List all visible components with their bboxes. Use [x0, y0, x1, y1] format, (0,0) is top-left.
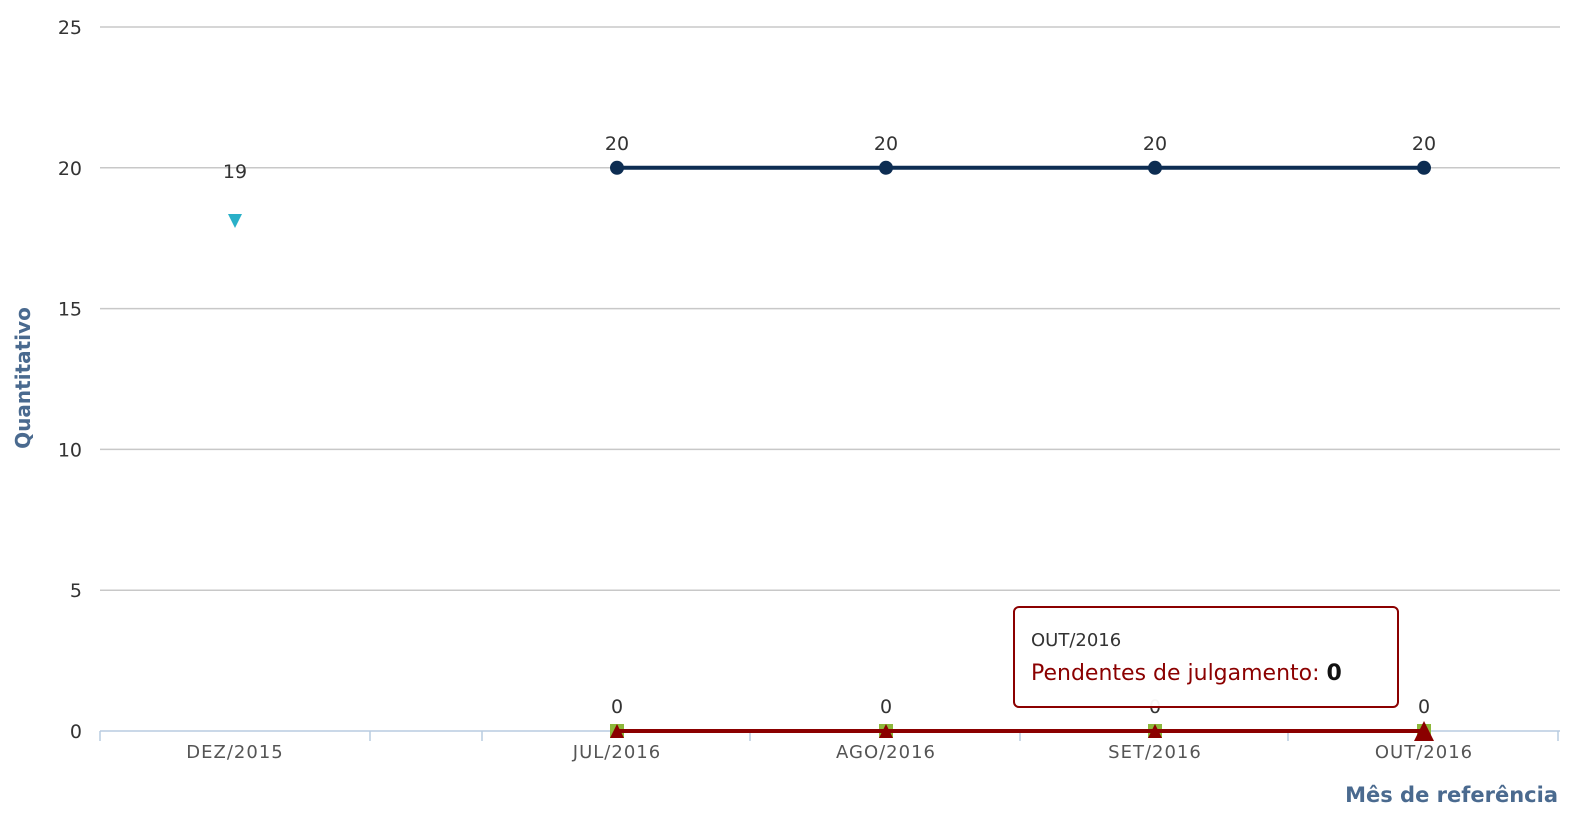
tooltip-series: Pendentes de julgamento — [1031, 661, 1313, 686]
tooltip: OUT/2016 Pendentes de julgamento: 0 — [1013, 606, 1399, 708]
tooltip-header: OUT/2016 — [1031, 630, 1122, 651]
data-label: 0 — [1418, 696, 1430, 718]
point — [228, 213, 242, 228]
point — [1148, 160, 1162, 175]
point — [879, 160, 893, 175]
data-label: 19 — [223, 161, 247, 183]
y-axis-title: Quantitativo — [11, 307, 35, 449]
x-tick-label: JUL/2016 — [572, 742, 661, 763]
x-tick-label: OUT/2016 — [1375, 742, 1473, 763]
point — [1417, 160, 1431, 175]
y-tick-label: 20 — [58, 158, 82, 180]
y-tick-label: 5 — [70, 580, 82, 602]
x-tick-label: SET/2016 — [1108, 742, 1202, 763]
data-label: 20 — [605, 133, 629, 155]
y-tick-label: 10 — [58, 439, 82, 461]
point — [1148, 724, 1162, 738]
x-axis-title: Mês de referência — [1345, 783, 1558, 807]
tooltip-value: 0 — [1326, 661, 1342, 686]
point — [610, 160, 624, 175]
data-label: 20 — [874, 133, 898, 155]
data-label: 20 — [1412, 133, 1436, 155]
x-tick-label: AGO/2016 — [836, 742, 936, 763]
point — [1414, 721, 1434, 741]
y-tick-label: 0 — [70, 721, 82, 743]
point — [610, 724, 624, 738]
data-label: 0 — [880, 696, 892, 718]
x-tick-label: DEZ/2015 — [186, 742, 283, 763]
y-tick-label: 15 — [58, 299, 82, 321]
point — [879, 724, 893, 738]
y-tick-label: 25 — [58, 17, 82, 39]
data-label: 20 — [1143, 133, 1167, 155]
data-label: 0 — [611, 696, 623, 718]
